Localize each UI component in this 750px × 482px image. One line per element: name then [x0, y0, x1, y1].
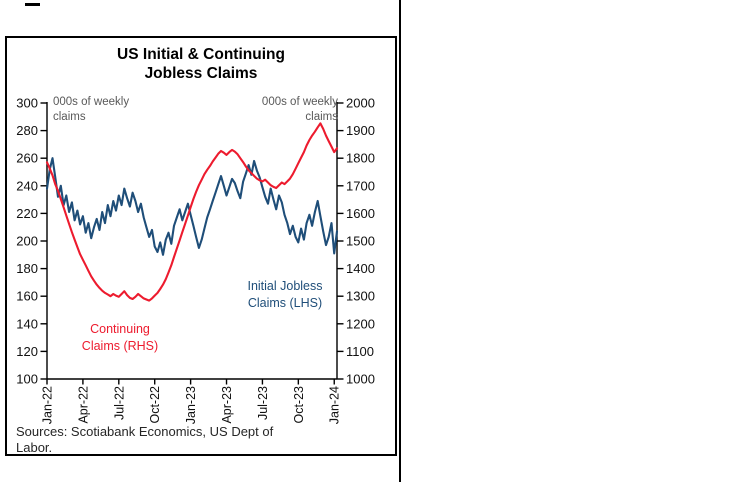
left-axis-tick-label: 180 [16, 261, 38, 276]
x-axis-tick-label: Apr-23 [220, 386, 234, 424]
right-axis-tick-label: 1200 [346, 316, 375, 331]
right-axis-tick-label: 1800 [346, 151, 375, 166]
chart-title: US Initial & Continuing Jobless Claims [7, 45, 395, 83]
chart-panel: US Initial & Continuing Jobless Claims 3… [5, 36, 397, 456]
x-axis-tick-label: Jan-24 [328, 386, 342, 424]
left-axis-tick-label: 140 [16, 316, 38, 331]
x-axis-tick-label: Jan-23 [184, 386, 198, 424]
series-label-initial-line2: Claims (LHS) [247, 296, 323, 310]
column-divider-line [399, 0, 401, 482]
x-axis-tick-label: Oct-22 [148, 386, 162, 424]
source-note-line2: Labor. [16, 440, 53, 455]
right-axis-tick-label: 1300 [346, 289, 375, 304]
source-note-line1: Sources: Scotiabank Economics, US Dept o… [16, 424, 274, 439]
right-axis-tick-label: 1400 [346, 261, 375, 276]
series-label-initial-line1: Initial Jobless [247, 279, 323, 293]
right-axis-tick-label: 1500 [346, 234, 375, 249]
right-axis-unit-note: 000s of weekly claims [262, 95, 338, 125]
x-axis-tick-label: Jul-23 [256, 386, 270, 420]
series-label-initial: Initial Jobless Claims (LHS) [229, 278, 341, 312]
chart-title-line1: US Initial & Continuing [117, 46, 285, 63]
left-axis-tick-label: 300 [16, 96, 38, 111]
left-axis-tick-label: 220 [16, 206, 38, 221]
series-label-continuing-line2: Claims (RHS) [81, 339, 159, 353]
x-axis-tick-label: Jan-22 [41, 386, 55, 424]
series-line-initial-claims [45, 157, 339, 256]
right-axis-unit-note-line1: 000s of weekly [261, 96, 338, 108]
left-axis-tick-label: 160 [16, 289, 38, 304]
left-axis-tick-label: 120 [16, 344, 38, 359]
x-axis-tick-label: Oct-23 [292, 386, 306, 424]
right-axis-tick-label: 1900 [346, 123, 375, 138]
series-label-continuing: Continuing Claims (RHS) [65, 321, 175, 355]
right-axis-tick-label: 2000 [346, 96, 375, 111]
left-axis-tick-label: 200 [16, 234, 38, 249]
left-axis-unit-note-line2: claims [53, 111, 86, 123]
right-axis-tick-label: 1600 [346, 206, 375, 221]
left-axis-unit-note-line1: 000s of weekly [53, 96, 130, 108]
left-axis-tick-label: 280 [16, 123, 38, 138]
left-axis-tick-label: 260 [16, 151, 38, 166]
x-axis-tick-label: Jul-22 [112, 386, 126, 420]
left-axis-unit-note: 000s of weekly claims [53, 95, 129, 125]
page-crop-mark [25, 3, 40, 6]
series-label-continuing-line1: Continuing [90, 322, 150, 336]
right-axis-tick-label: 1100 [346, 344, 374, 359]
chart-title-line2: Jobless Claims [144, 65, 258, 82]
right-axis-tick-label: 1000 [346, 372, 375, 387]
right-axis-tick-label: 1700 [346, 178, 375, 193]
right-axis-unit-note-line2: claims [305, 111, 338, 123]
source-note: Sources: Scotiabank Economics, US Dept o… [16, 424, 273, 456]
left-axis-tick-label: 240 [16, 178, 38, 193]
x-axis-tick-label: Apr-22 [76, 386, 90, 424]
chart-canvas: 300 280 260 240 220 200 180 160 140 120 100 2000 190… [16, 96, 375, 425]
series-line-continuing-claims [45, 122, 339, 302]
left-axis-tick-label: 100 [16, 372, 38, 387]
